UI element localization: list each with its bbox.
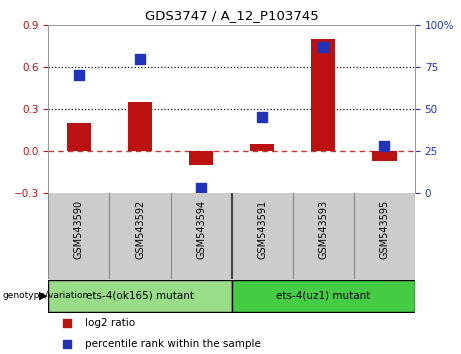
Bar [311, 39, 336, 151]
Text: GSM543594: GSM543594 [196, 200, 206, 259]
Text: ets-4(uz1) mutant: ets-4(uz1) mutant [276, 291, 371, 301]
Bar [250, 144, 274, 151]
Text: GSM543590: GSM543590 [74, 200, 84, 259]
Text: GSM543591: GSM543591 [257, 200, 267, 259]
Text: log2 ratio: log2 ratio [85, 318, 135, 328]
Point [63, 320, 71, 326]
Point [381, 143, 388, 149]
Bar [372, 151, 396, 161]
Point [136, 56, 144, 62]
Text: GSM543593: GSM543593 [318, 200, 328, 259]
Text: genotype/variation: genotype/variation [2, 291, 89, 301]
Point [259, 115, 266, 120]
Title: GDS3747 / A_12_P103745: GDS3747 / A_12_P103745 [145, 10, 319, 22]
Text: percentile rank within the sample: percentile rank within the sample [85, 339, 261, 349]
Text: GSM543592: GSM543592 [135, 200, 145, 259]
Bar [67, 123, 91, 151]
Bar [231, 280, 415, 312]
Point [197, 185, 205, 191]
Bar [128, 102, 152, 151]
Point [63, 341, 71, 347]
Point [319, 44, 327, 50]
Text: ets-4(ok165) mutant: ets-4(ok165) mutant [86, 291, 194, 301]
Bar [189, 151, 213, 165]
Text: ▶: ▶ [39, 291, 47, 301]
Point [75, 73, 83, 78]
Text: GSM543595: GSM543595 [379, 200, 390, 259]
Bar [48, 280, 231, 312]
